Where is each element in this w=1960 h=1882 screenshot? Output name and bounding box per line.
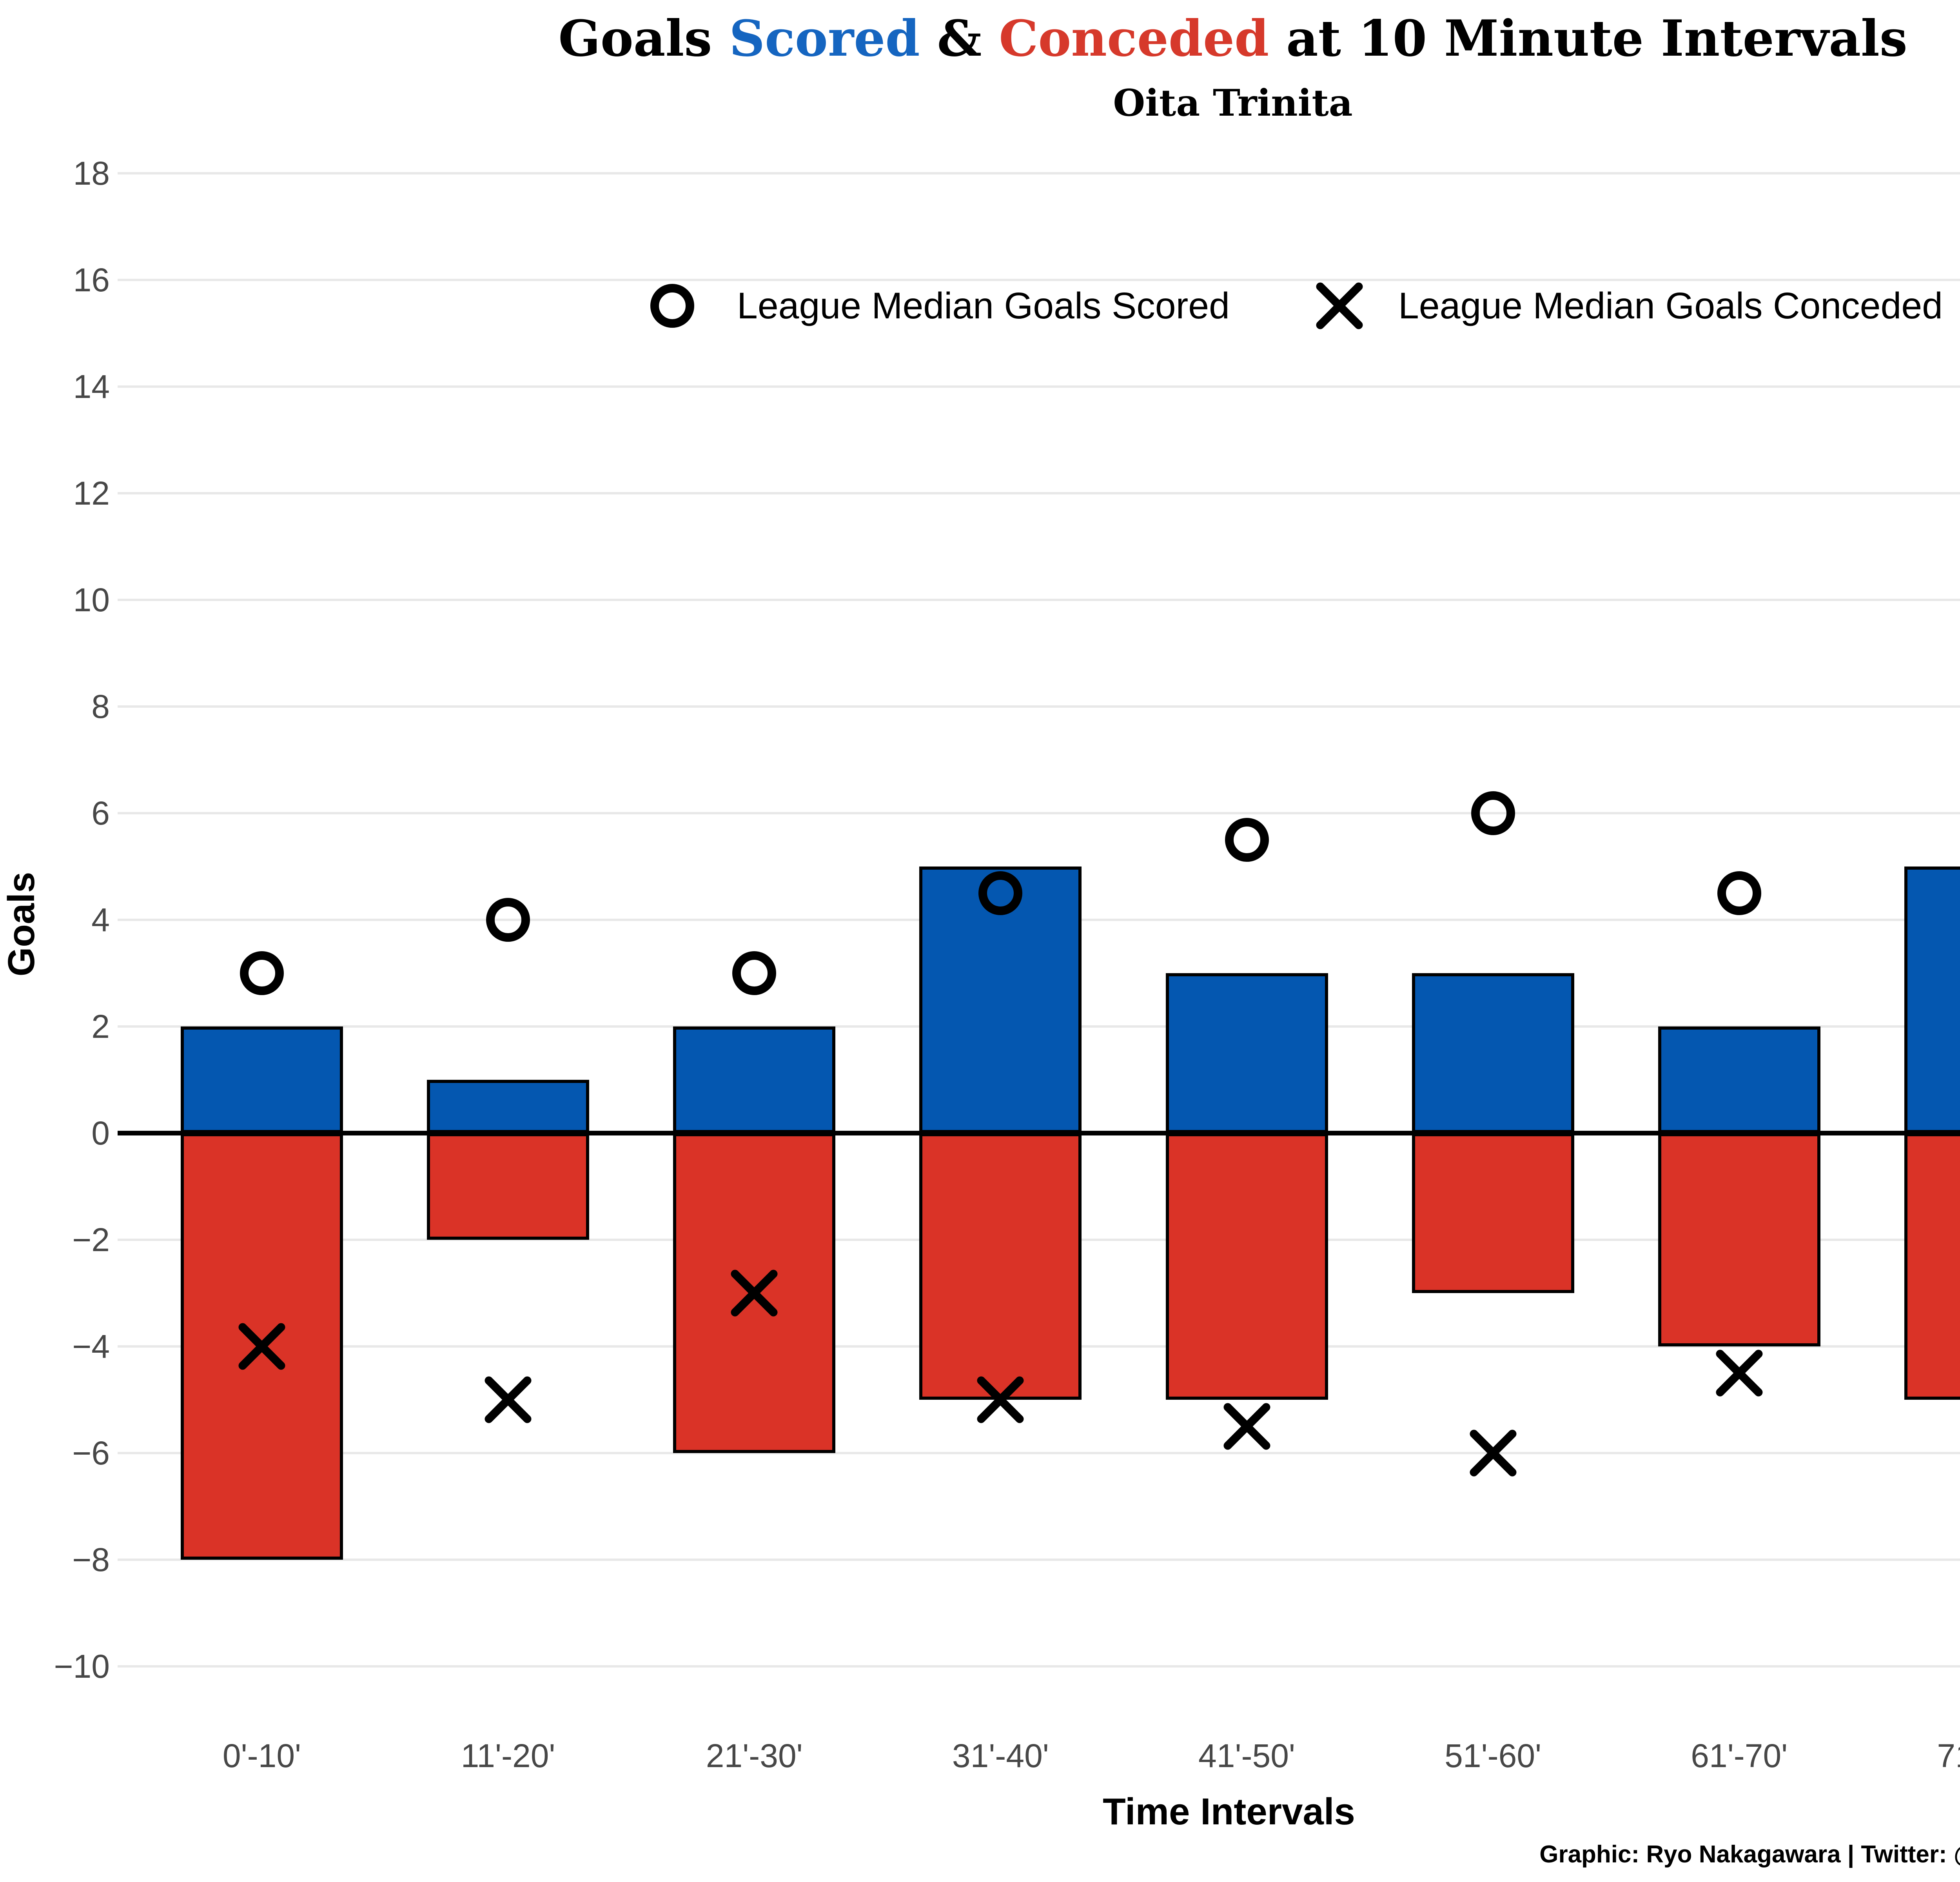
legend-label-median-conceded: League Median Goals Conceded bbox=[1398, 285, 1943, 327]
y-tick-label: 14 bbox=[73, 368, 110, 405]
goals-conceded-bar bbox=[919, 1133, 1082, 1400]
x-marker-icon bbox=[485, 1376, 532, 1423]
gridline bbox=[118, 705, 1960, 708]
x-tick-label: 71'-80' bbox=[1937, 1737, 1960, 1774]
median-conceded-marker bbox=[975, 1374, 1026, 1425]
y-tick-label: 16 bbox=[73, 262, 110, 298]
goals-conceded-bar bbox=[673, 1133, 836, 1453]
x-tick-label: 61'-70' bbox=[1691, 1737, 1788, 1774]
median-conceded-marker bbox=[1221, 1401, 1272, 1452]
title-scored: Scored bbox=[729, 9, 920, 67]
x-tick-label: 0'-10' bbox=[222, 1737, 301, 1774]
goals-scored-bar bbox=[1658, 1026, 1820, 1133]
y-tick-label: −4 bbox=[72, 1328, 110, 1365]
median-conceded-marker bbox=[1714, 1348, 1765, 1399]
goals-scored-bar bbox=[181, 1026, 343, 1133]
x-marker-icon bbox=[1314, 280, 1365, 331]
circle-marker-icon bbox=[486, 898, 530, 942]
x-marker-icon bbox=[1716, 1350, 1763, 1397]
chart-subtitle: Oita Trinita bbox=[1113, 82, 1353, 125]
x-tick-label: 11'-20' bbox=[461, 1737, 555, 1774]
median-scored-marker bbox=[236, 948, 287, 999]
circle-marker-icon bbox=[732, 951, 777, 995]
y-tick-label: 0 bbox=[91, 1115, 110, 1152]
median-scored-marker bbox=[1714, 868, 1765, 919]
title-conceded: Conceded bbox=[999, 9, 1269, 67]
y-tick-label: 4 bbox=[91, 901, 110, 938]
y-tick-label: −10 bbox=[54, 1648, 110, 1685]
goals-conceded-bar bbox=[427, 1133, 590, 1240]
x-marker-icon bbox=[238, 1323, 285, 1370]
y-tick-label: 18 bbox=[73, 155, 110, 192]
goals-scored-bar bbox=[1165, 973, 1328, 1133]
circle-marker-icon bbox=[647, 280, 698, 331]
title-amp: & bbox=[920, 9, 999, 67]
goals-scored-bar bbox=[427, 1080, 590, 1133]
gridline bbox=[118, 279, 1960, 281]
circle-marker-icon bbox=[240, 951, 284, 995]
median-scored-marker bbox=[483, 894, 534, 945]
goals-scored-bar bbox=[1412, 973, 1574, 1133]
circle-marker-icon bbox=[1225, 818, 1269, 862]
goals-scored-bar bbox=[673, 1026, 836, 1133]
gridline bbox=[118, 385, 1960, 388]
median-scored-marker bbox=[729, 948, 780, 999]
goals-conceded-bar bbox=[1658, 1133, 1820, 1346]
median-conceded-marker bbox=[1468, 1428, 1519, 1479]
y-tick-label: 10 bbox=[73, 581, 110, 618]
circle-marker-icon bbox=[1717, 871, 1761, 915]
y-tick-label: 8 bbox=[91, 688, 110, 725]
y-tick-label: 2 bbox=[91, 1008, 110, 1045]
x-marker-icon bbox=[977, 1376, 1024, 1423]
legend: League Median Goals Scored League Median… bbox=[647, 279, 1943, 332]
y-tick-label: −2 bbox=[72, 1221, 110, 1258]
x-axis-title: Time Intervals bbox=[1103, 1791, 1355, 1833]
y-tick-label: 6 bbox=[91, 795, 110, 832]
circle-marker-icon bbox=[978, 871, 1023, 915]
x-marker-icon bbox=[731, 1270, 778, 1317]
median-conceded-marker bbox=[236, 1321, 287, 1372]
median-conceded-marker bbox=[483, 1374, 534, 1425]
gridline bbox=[118, 599, 1960, 601]
gridline bbox=[118, 492, 1960, 494]
x-tick-label: 21'-30' bbox=[706, 1737, 803, 1774]
gridline bbox=[118, 1452, 1960, 1454]
y-tick-label: −6 bbox=[72, 1435, 110, 1471]
median-conceded-marker bbox=[729, 1268, 780, 1319]
gridline bbox=[118, 172, 1960, 174]
x-tick-label: 51'-60' bbox=[1445, 1737, 1542, 1774]
x-tick-label: 41'-50' bbox=[1198, 1737, 1295, 1774]
y-tick-label: −8 bbox=[72, 1541, 110, 1578]
gridline bbox=[118, 1559, 1960, 1561]
legend-label-median-scored: League Median Goals Scored bbox=[737, 285, 1230, 327]
gridline bbox=[118, 1665, 1960, 1668]
title-rest: at 10 Minute Intervals bbox=[1269, 9, 1907, 67]
caption: Graphic: Ryo Nakagawara | Twitter: @R_by… bbox=[1539, 1841, 1960, 1868]
median-scored-marker bbox=[1468, 788, 1519, 839]
chart-title: Goals Scored & Conceded at 10 Minute Int… bbox=[118, 7, 1960, 70]
x-marker-icon bbox=[1223, 1403, 1270, 1450]
goals-scored-bar bbox=[1904, 867, 1960, 1133]
median-scored-marker bbox=[1221, 814, 1272, 865]
zero-line bbox=[118, 1131, 1960, 1135]
x-marker-icon bbox=[1470, 1430, 1517, 1477]
goals-conceded-bar bbox=[1165, 1133, 1328, 1400]
y-tick-label: 12 bbox=[73, 475, 110, 512]
median-scored-marker bbox=[975, 868, 1026, 919]
title-goals: Goals bbox=[558, 9, 730, 67]
goals-conceded-bar bbox=[1904, 1133, 1960, 1400]
circle-marker-icon bbox=[1471, 791, 1515, 835]
goals-conceded-bar bbox=[1412, 1133, 1574, 1293]
gridline bbox=[118, 812, 1960, 814]
x-tick-label: 31'-40' bbox=[952, 1737, 1049, 1774]
